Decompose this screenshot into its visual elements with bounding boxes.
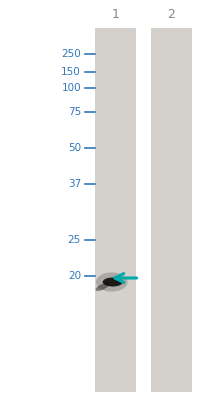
Text: 1: 1 bbox=[111, 8, 119, 20]
Bar bbox=[95, 28, 136, 392]
Ellipse shape bbox=[95, 272, 127, 292]
Text: 250: 250 bbox=[61, 49, 81, 59]
Text: 100: 100 bbox=[61, 83, 81, 93]
Text: 75: 75 bbox=[67, 107, 81, 117]
Ellipse shape bbox=[95, 283, 109, 291]
Text: 2: 2 bbox=[166, 8, 174, 20]
Text: 20: 20 bbox=[68, 271, 81, 281]
Text: 50: 50 bbox=[68, 143, 81, 153]
Text: 37: 37 bbox=[67, 179, 81, 189]
Ellipse shape bbox=[102, 278, 122, 286]
Text: 150: 150 bbox=[61, 67, 81, 77]
Text: 25: 25 bbox=[67, 235, 81, 245]
Bar bbox=[150, 28, 191, 392]
